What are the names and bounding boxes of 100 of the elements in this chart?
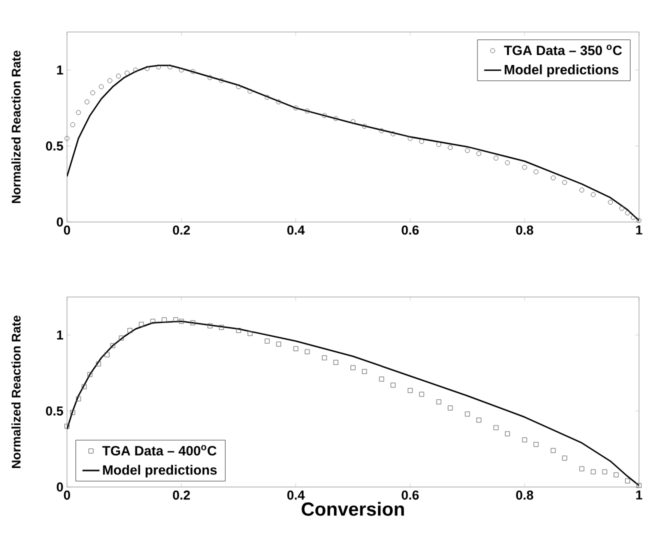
point — [236, 84, 242, 90]
point — [64, 424, 70, 429]
point — [408, 136, 413, 141]
point — [636, 483, 642, 488]
point — [208, 75, 212, 80]
point — [419, 138, 424, 144]
y-tick-label: 0 — [56, 217, 63, 227]
point — [104, 352, 110, 358]
point — [276, 342, 282, 347]
point — [579, 466, 584, 472]
point — [504, 431, 510, 436]
point — [579, 188, 584, 193]
legend-label: TGA Data – 400$^{o}$C — [102, 445, 216, 456]
point — [494, 156, 498, 161]
point — [602, 469, 608, 474]
x-tick-label: 0 — [64, 490, 70, 500]
point — [408, 388, 413, 393]
point — [178, 68, 184, 72]
point — [550, 175, 556, 180]
point — [436, 399, 442, 404]
point — [190, 320, 196, 326]
point — [304, 108, 310, 114]
y-tick-label: 1 — [57, 330, 64, 340]
point — [248, 88, 252, 94]
point — [419, 392, 424, 397]
point — [218, 324, 224, 330]
point — [173, 317, 178, 322]
x-tick-label: 0.4 — [287, 226, 305, 235]
point — [304, 349, 310, 354]
point — [464, 148, 470, 154]
point — [138, 322, 144, 327]
point — [84, 99, 90, 104]
point — [534, 169, 538, 174]
point — [625, 478, 630, 484]
point — [362, 124, 367, 129]
x-tick-label: 0 — [64, 226, 70, 235]
point — [625, 210, 630, 216]
point — [630, 214, 636, 220]
point — [550, 448, 556, 453]
point — [116, 74, 121, 79]
point — [293, 106, 298, 110]
point — [436, 142, 442, 147]
point — [236, 328, 242, 333]
legend-label: Model predictions — [504, 64, 618, 78]
point — [350, 119, 356, 124]
point — [619, 206, 624, 211]
point — [322, 113, 327, 118]
x-tick-label: 1 — [636, 226, 642, 234]
point — [133, 68, 138, 72]
legend-label: Model predictions — [103, 464, 217, 478]
point — [124, 70, 130, 76]
point — [562, 180, 568, 185]
x-tick-label: 0.6 — [402, 490, 419, 500]
legend-label: TGA Data – 350 $^{o}$C — [504, 44, 622, 56]
x-tick-label: 0.2 — [172, 490, 190, 500]
point — [476, 418, 482, 423]
point — [98, 84, 104, 90]
point — [504, 160, 510, 166]
point — [590, 469, 596, 474]
point — [150, 318, 156, 324]
point — [448, 145, 453, 150]
point — [390, 382, 396, 388]
point — [264, 338, 270, 344]
point — [608, 200, 613, 205]
point — [276, 99, 282, 104]
x-tick-label: 1 — [636, 490, 642, 500]
point — [333, 360, 338, 365]
x-tick-label: 0.8 — [516, 226, 534, 235]
y-tick-label: 0.5 — [46, 406, 64, 416]
point — [76, 110, 81, 116]
point — [162, 317, 167, 322]
x-tick-label: 0.8 — [516, 490, 534, 500]
point — [190, 69, 196, 74]
point — [522, 437, 528, 442]
point — [590, 192, 596, 198]
point — [127, 328, 132, 333]
point — [90, 90, 96, 96]
point — [76, 396, 81, 402]
point — [87, 372, 92, 377]
point — [64, 136, 70, 141]
point — [208, 323, 212, 328]
x-tick-label: 0.2 — [172, 226, 190, 235]
point — [118, 336, 124, 340]
y-tick-label: 0 — [56, 482, 63, 492]
point — [218, 78, 224, 84]
point — [448, 406, 453, 410]
point — [70, 122, 76, 128]
point — [110, 343, 116, 348]
x-axis-title: Conversion — [302, 502, 404, 516]
point — [293, 346, 298, 352]
y-axis-title: Normalized Reaction Rate — [11, 50, 21, 203]
point — [614, 472, 619, 478]
point — [264, 94, 270, 100]
point — [82, 384, 87, 390]
y-axis-title: Normalized Reaction Rate — [11, 316, 21, 468]
y-tick-label: 0.5 — [46, 141, 64, 151]
point — [248, 331, 252, 336]
point — [144, 66, 150, 71]
point — [350, 365, 356, 370]
point — [534, 442, 538, 447]
